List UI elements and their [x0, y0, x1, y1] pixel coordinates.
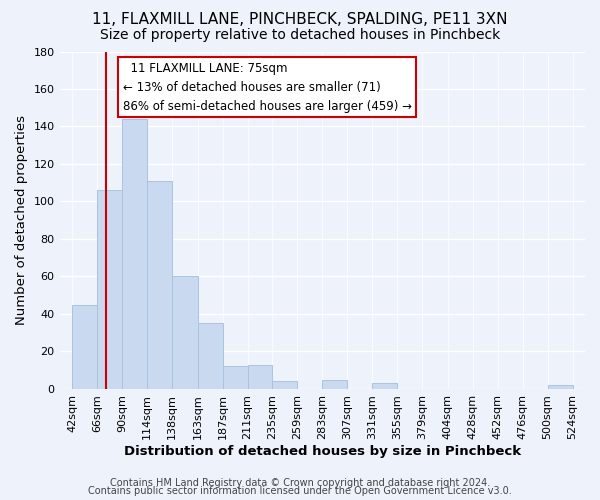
Bar: [548, 385, 572, 389]
Y-axis label: Number of detached properties: Number of detached properties: [15, 115, 28, 325]
X-axis label: Distribution of detached houses by size in Pinchbeck: Distribution of detached houses by size …: [124, 444, 521, 458]
Text: Contains HM Land Registry data © Crown copyright and database right 2024.: Contains HM Land Registry data © Crown c…: [110, 478, 490, 488]
Bar: [97, 190, 122, 389]
Bar: [372, 384, 397, 389]
Bar: [172, 276, 197, 389]
Bar: [272, 382, 298, 389]
Text: 11, FLAXMILL LANE, PINCHBECK, SPALDING, PE11 3XN: 11, FLAXMILL LANE, PINCHBECK, SPALDING, …: [92, 12, 508, 28]
Bar: [122, 119, 147, 389]
Bar: [72, 304, 97, 389]
Bar: [197, 324, 223, 389]
Text: 11 FLAXMILL LANE: 75sqm
← 13% of detached houses are smaller (71)
86% of semi-de: 11 FLAXMILL LANE: 75sqm ← 13% of detache…: [122, 62, 412, 112]
Text: Contains public sector information licensed under the Open Government Licence v3: Contains public sector information licen…: [88, 486, 512, 496]
Bar: [223, 366, 248, 389]
Bar: [147, 181, 172, 389]
Bar: [322, 380, 347, 389]
Bar: [248, 364, 272, 389]
Text: Size of property relative to detached houses in Pinchbeck: Size of property relative to detached ho…: [100, 28, 500, 42]
